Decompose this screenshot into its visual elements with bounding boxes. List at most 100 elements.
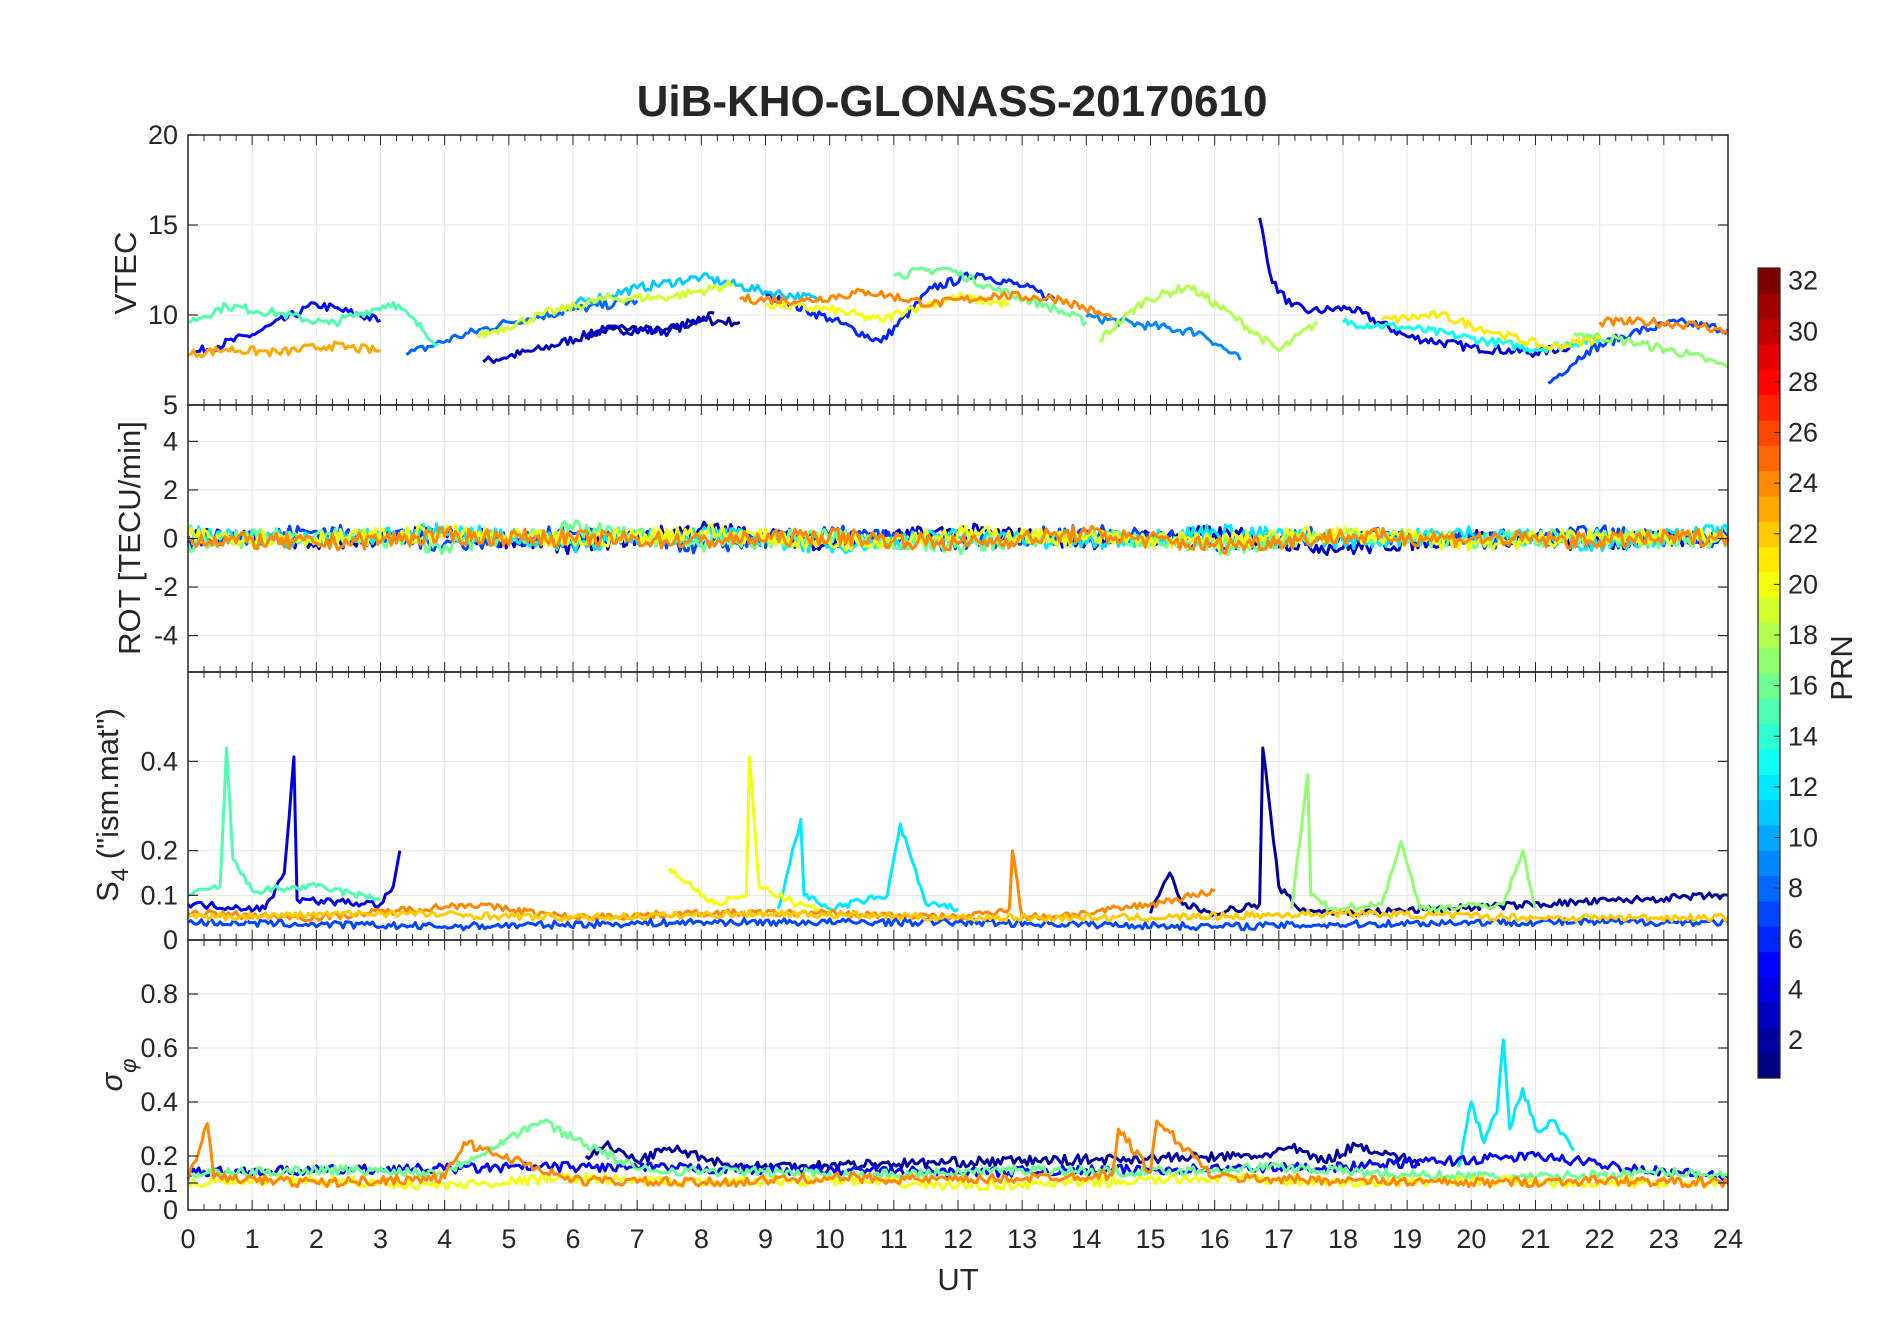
rot-series (186, 519, 1730, 557)
s4-y-tick-label: 0.1 (140, 880, 178, 910)
vtec-y-tick-label: 20 (148, 120, 178, 150)
x-tick-label: 18 (1328, 1224, 1358, 1254)
colorbar-swatch-32 (1758, 268, 1780, 294)
colorbar-swatch-4 (1758, 976, 1780, 1003)
series-line-prn-4 (186, 755, 402, 913)
colorbar-swatch-26 (1758, 419, 1780, 446)
x-tick-label: 7 (630, 1224, 645, 1254)
series-line-prn-2 (1149, 746, 1729, 918)
colorbar-swatch-24 (1758, 470, 1780, 497)
sigma-phi-panel: 00.10.2 0.4 0.6 0.8 σφ (94, 939, 1730, 1225)
colorbar-label: PRN (1824, 635, 1859, 700)
series-line-prn-2 (584, 315, 741, 341)
series-line-prn-24 (186, 1119, 1730, 1189)
vtec-ylabel: VTEC (108, 232, 143, 315)
rot-y-tick-label: -2 (154, 572, 178, 602)
colorbar-tick-label: 2 (1788, 1025, 1803, 1055)
series-line-prn-4 (1258, 217, 1575, 358)
sigma-phi-axes: 00.10.2 0.4 0.6 0.8 (140, 939, 1729, 1225)
series-line-prn-18 (1098, 284, 1319, 353)
colorbar-swatch-9 (1758, 850, 1780, 877)
x-tick-label: 16 (1200, 1224, 1230, 1254)
series-line-prn-9 (1085, 312, 1242, 361)
vtec-y-tick-label: 5 (163, 390, 178, 420)
colorbar-tick-label: 12 (1788, 772, 1818, 802)
colorbar-tick-label: 4 (1788, 974, 1803, 1004)
series-line-prn-7 (187, 917, 1729, 932)
x-tick-label: 3 (373, 1224, 388, 1254)
series-line-prn-24 (1598, 316, 1729, 335)
sigma_phi-y-tick-label: 0.6 (140, 1033, 178, 1063)
colorbar-tick-label: 6 (1788, 924, 1803, 954)
colorbar-swatch-7 (1758, 900, 1780, 927)
sigma_phi-y-tick-label: 0.4 (140, 1087, 178, 1117)
x-tick-label: 22 (1585, 1224, 1615, 1254)
colorbar-swatch-25 (1758, 445, 1780, 472)
colorbar-swatch-12 (1758, 774, 1780, 801)
s4-y-tick-label: 0.4 (140, 746, 178, 776)
colorbar-swatch-16 (1758, 673, 1780, 699)
colorbar-tick-label: 14 (1788, 721, 1818, 751)
x-axis: 0 1 2 3 4 5 6 7 8 9 10 11 12 13 14 15 16 17 18 19 20 21 22 23 24 (180, 1224, 1743, 1254)
x-tick-label: 20 (1456, 1224, 1486, 1254)
series-line-prn-16 (186, 519, 1730, 557)
colorbar-tick-label: 18 (1788, 620, 1818, 650)
series-line-prn-15 (187, 300, 440, 348)
colorbar-tick-label: 26 (1788, 418, 1818, 448)
series-line-prn-17 (1290, 773, 1537, 913)
colorbar-swatch-29 (1758, 343, 1780, 370)
s4-y-tick-label: 0.2 (140, 836, 178, 866)
x-tick-label: 0 (180, 1224, 195, 1254)
x-tick-label: 23 (1649, 1224, 1679, 1254)
colorbar-swatch-8 (1758, 875, 1780, 902)
x-tick-label: 21 (1520, 1224, 1550, 1254)
series-line-prn-16 (893, 266, 1088, 327)
x-tick-label: 9 (758, 1224, 773, 1254)
series-line-prn-21 (1380, 309, 1601, 352)
colorbar-tick-label: 32 (1788, 266, 1818, 296)
colorbar-tick-label: 22 (1788, 519, 1818, 549)
colorbar-swatch-15 (1758, 698, 1780, 725)
x-tick-label: 4 (437, 1224, 452, 1254)
series-line-prn-11 (572, 272, 818, 306)
x-tick-label: 15 (1135, 1224, 1165, 1254)
rot-y-tick-label: 4 (163, 426, 178, 456)
series-line-prn-22 (186, 908, 1730, 923)
s4-series (186, 746, 1730, 932)
rot-axes: -4 -2 0 2 4 (154, 404, 1729, 673)
sigma_phi-y-tick-label: 0.1 (140, 1168, 178, 1198)
colorbar-swatch-11 (1758, 799, 1780, 826)
colorbar-tick-label: 30 (1788, 316, 1818, 346)
vtec-y-tick-label: 15 (148, 210, 178, 240)
rot-panel: -4 -2 0 2 4 ROT [TECU/min] (112, 404, 1730, 673)
rot-y-tick-label: 2 (163, 475, 178, 505)
series-line-prn-3 (482, 311, 715, 364)
series-line-prn-12 (1457, 1038, 1576, 1168)
colorbar-tick-label: 28 (1788, 367, 1818, 397)
colorbar-swatch-28 (1758, 369, 1780, 396)
x-tick-label: 1 (245, 1224, 260, 1254)
x-axis-label: UT (937, 1262, 978, 1297)
sigma_phi-y-tick-label: 0 (163, 1195, 178, 1225)
x-tick-label: 19 (1392, 1224, 1422, 1254)
x-tick-label: 12 (943, 1224, 973, 1254)
x-tick-label: 14 (1071, 1224, 1101, 1254)
colorbar-tick-label: 16 (1788, 671, 1818, 701)
colorbar-swatch-31 (1758, 293, 1780, 320)
colorbar-swatch-27 (1758, 394, 1780, 421)
colorbar-tick-label: 8 (1788, 873, 1803, 903)
s4-ylabel: S4 ("ism.mat") (90, 708, 134, 902)
series-line-prn-7 (1547, 317, 1730, 385)
colorbar-swatch-19 (1758, 597, 1780, 623)
x-tick-label: 11 (880, 1224, 908, 1254)
x-tick-label: 17 (1264, 1224, 1294, 1254)
series-line-prn-20 (668, 755, 831, 916)
sigma-phi-ylabel: σφ (94, 1058, 141, 1091)
rot-y-tick-label: 0 (163, 524, 178, 554)
x-tick-label: 24 (1713, 1224, 1743, 1254)
series-line-prn-23 (187, 340, 381, 359)
sigma_phi-y-tick-label: 0.8 (140, 979, 178, 1009)
x-tick-label: 10 (815, 1224, 845, 1254)
